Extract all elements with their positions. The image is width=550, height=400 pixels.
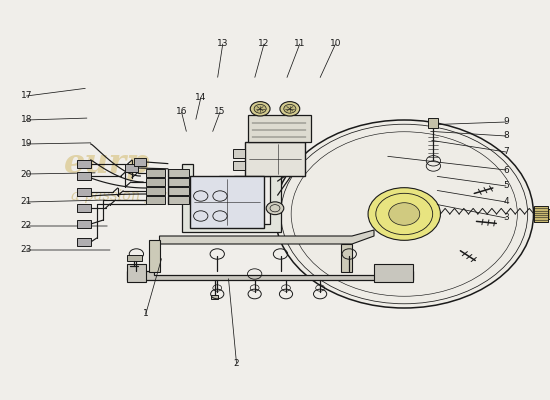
Circle shape xyxy=(284,104,296,113)
Circle shape xyxy=(275,120,534,308)
Polygon shape xyxy=(126,271,412,280)
Bar xyxy=(134,158,146,166)
Bar xyxy=(168,178,189,186)
Bar xyxy=(190,176,264,228)
Bar xyxy=(168,169,189,177)
Text: 22: 22 xyxy=(21,222,32,230)
Circle shape xyxy=(280,102,300,116)
Text: 16: 16 xyxy=(176,108,187,116)
Bar xyxy=(77,204,91,212)
Bar xyxy=(148,240,159,272)
Bar xyxy=(548,209,550,219)
Text: 15: 15 xyxy=(214,108,225,116)
Text: 18: 18 xyxy=(21,116,32,124)
Bar xyxy=(77,238,91,246)
Text: 3: 3 xyxy=(503,214,509,222)
Circle shape xyxy=(389,203,420,225)
Bar xyxy=(341,244,352,272)
Text: 23: 23 xyxy=(21,246,32,254)
Text: 7: 7 xyxy=(503,148,509,156)
Circle shape xyxy=(254,104,266,113)
Bar xyxy=(77,160,91,168)
Bar xyxy=(248,115,311,142)
Text: 1: 1 xyxy=(143,310,148,318)
Text: 10: 10 xyxy=(330,40,341,48)
Bar xyxy=(211,295,218,299)
Bar xyxy=(146,178,165,186)
Polygon shape xyxy=(160,230,374,244)
Bar xyxy=(233,161,245,170)
Polygon shape xyxy=(126,264,146,282)
Circle shape xyxy=(368,188,441,240)
Bar xyxy=(146,169,165,177)
Bar xyxy=(146,196,165,204)
Text: 20: 20 xyxy=(21,170,32,178)
Polygon shape xyxy=(374,264,412,282)
Text: 13: 13 xyxy=(217,40,228,48)
Bar xyxy=(77,220,91,228)
Polygon shape xyxy=(182,164,280,232)
Text: 6: 6 xyxy=(503,166,509,174)
Bar xyxy=(428,118,438,128)
Text: 2: 2 xyxy=(234,359,239,368)
Text: 11: 11 xyxy=(294,40,305,48)
Bar xyxy=(534,206,548,222)
Text: 21: 21 xyxy=(21,198,32,206)
Text: eurp: eurp xyxy=(64,148,151,180)
Bar xyxy=(245,142,305,176)
Text: 4: 4 xyxy=(503,198,509,206)
Bar xyxy=(77,188,91,196)
Text: 17: 17 xyxy=(21,92,32,100)
Text: 19: 19 xyxy=(21,140,32,148)
Text: 9: 9 xyxy=(503,118,509,126)
Bar xyxy=(77,172,91,180)
Bar xyxy=(233,149,245,158)
Text: 5: 5 xyxy=(503,182,509,190)
Circle shape xyxy=(266,202,284,215)
Bar xyxy=(126,255,142,261)
Circle shape xyxy=(250,102,270,116)
Bar xyxy=(168,196,189,204)
Bar xyxy=(125,164,138,172)
Bar xyxy=(168,187,189,195)
Text: 12: 12 xyxy=(258,40,270,48)
Text: 8: 8 xyxy=(503,132,509,140)
Bar xyxy=(146,187,165,195)
Text: a passion for life: a passion for life xyxy=(70,189,194,203)
Circle shape xyxy=(381,197,427,231)
Text: 14: 14 xyxy=(195,94,206,102)
